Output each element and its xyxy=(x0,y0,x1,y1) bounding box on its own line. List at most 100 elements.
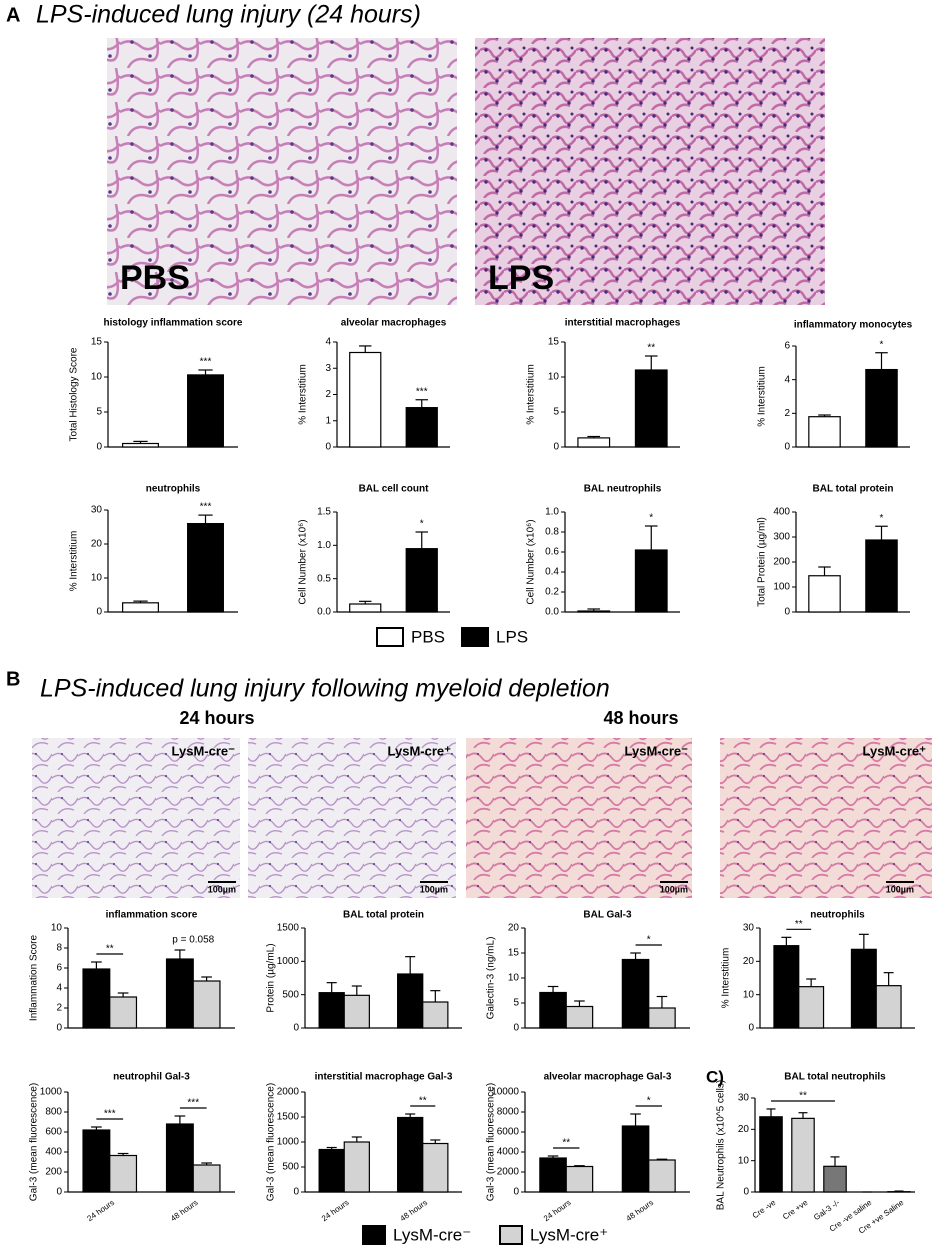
bar xyxy=(192,980,221,1029)
y-tick-label: 600 xyxy=(45,1127,62,1138)
y-tick-label: 500 xyxy=(282,989,299,1000)
y-tick-label: 30 xyxy=(91,505,103,516)
bar xyxy=(122,602,159,613)
legend-label: LPS xyxy=(496,627,528,646)
chart-title: alveolar macrophage Gal-3 xyxy=(544,1072,672,1083)
y-tick-label: 0 xyxy=(96,442,102,453)
significance: *** xyxy=(187,1098,199,1109)
x-tick-label: Cre +ve xyxy=(781,1198,810,1222)
y-tick-label: 4000 xyxy=(497,1147,520,1158)
y-axis-label: % Interstitium xyxy=(757,366,768,427)
x-tick-label: 24 hours xyxy=(85,1198,116,1223)
panel-label: B xyxy=(6,668,20,690)
y-tick-label: 400 xyxy=(773,507,790,518)
significance: * xyxy=(880,513,884,524)
legend-swatch xyxy=(362,1225,386,1245)
y-axis-label: % Interstitium xyxy=(69,531,80,592)
y-tick-label: 20 xyxy=(743,956,755,967)
chart-title: inflammatory monocytes xyxy=(794,320,913,331)
bar xyxy=(808,575,841,613)
y-tick-label: 20 xyxy=(738,1124,750,1135)
y-tick-label: 30 xyxy=(743,923,755,934)
significance: * xyxy=(649,513,653,524)
y-tick-label: 1500 xyxy=(277,923,300,934)
y-axis-label: % Interstitium xyxy=(298,364,309,425)
image-label: LysM-cre⁺ xyxy=(388,743,452,758)
chart-title: inflammation score xyxy=(106,910,198,921)
y-tick-label: 15 xyxy=(508,948,520,959)
y-tick-label: 10 xyxy=(548,372,560,383)
bar xyxy=(773,945,800,1029)
bar xyxy=(565,1165,594,1193)
bar xyxy=(165,958,194,1029)
histology-image xyxy=(475,38,825,305)
legend-label: LysM-cre⁻ xyxy=(393,1225,471,1244)
bar xyxy=(109,1154,138,1193)
bar xyxy=(187,374,224,448)
significance: ** xyxy=(647,343,655,354)
y-tick-label: 0 xyxy=(743,1187,749,1198)
y-tick-label: 5 xyxy=(553,407,559,418)
x-tick-label: 24 hours xyxy=(320,1198,351,1223)
y-tick-label: 0.5 xyxy=(317,573,331,584)
panel-title: LPS-induced lung injury following myeloi… xyxy=(40,675,610,703)
significance: ** xyxy=(799,1091,807,1102)
y-axis-label: Gal-3 (mean fluorescence) xyxy=(29,1083,40,1201)
y-tick-label: 0.0 xyxy=(317,607,331,618)
y-tick-label: 4 xyxy=(325,337,331,348)
y-tick-label: 100 xyxy=(773,582,790,593)
bar xyxy=(621,1125,650,1193)
y-tick-label: 0.4 xyxy=(545,567,559,578)
y-tick-label: 6 xyxy=(56,963,62,974)
y-axis-label: Total Protein (µg/ml) xyxy=(757,517,768,607)
y-tick-label: 0.0 xyxy=(545,607,559,618)
y-tick-label: 15 xyxy=(91,337,103,348)
y-tick-label: 500 xyxy=(282,1162,299,1173)
bar xyxy=(192,1164,221,1193)
y-axis-label: Inflammation Score xyxy=(29,934,40,1021)
y-tick-label: 800 xyxy=(45,1107,62,1118)
chart-title: BAL neutrophils xyxy=(584,484,662,495)
y-tick-label: 2 xyxy=(325,389,331,400)
chart-title: interstitial macrophage Gal-3 xyxy=(315,1072,453,1083)
x-tick-label: 48 hours xyxy=(398,1198,429,1223)
bar xyxy=(865,539,898,613)
chart-title: neutrophil Gal-3 xyxy=(113,1072,190,1083)
y-tick-label: 400 xyxy=(45,1147,62,1158)
chart-title: BAL total protein xyxy=(813,484,894,495)
bar xyxy=(798,986,825,1029)
y-tick-label: 1500 xyxy=(277,1112,300,1123)
y-tick-label: 1.0 xyxy=(317,540,331,551)
y-tick-label: 2000 xyxy=(497,1167,520,1178)
y-tick-label: 0.8 xyxy=(545,527,559,538)
y-axis-label: Cell Number (x10⁶) xyxy=(298,519,309,604)
y-tick-label: 8000 xyxy=(497,1107,520,1118)
significance: *** xyxy=(200,502,212,513)
significance: ** xyxy=(419,1096,427,1107)
y-tick-label: 10 xyxy=(91,573,103,584)
y-axis-label: Protein (µg/mL) xyxy=(266,943,277,1012)
time-point: 24 hours xyxy=(179,708,254,728)
y-tick-label: 20 xyxy=(508,923,520,934)
y-tick-label: 10 xyxy=(508,973,520,984)
bar xyxy=(577,437,611,448)
y-tick-label: 6 xyxy=(784,341,790,352)
image-label: PBS xyxy=(120,259,190,297)
y-tick-label: 4 xyxy=(56,983,62,994)
histology-image xyxy=(248,738,456,898)
chart-title: neutrophils xyxy=(146,484,201,495)
bar xyxy=(850,948,877,1029)
y-tick-label: 2000 xyxy=(277,1087,300,1098)
bar xyxy=(577,610,611,613)
y-tick-label: 8 xyxy=(56,943,62,954)
annotation: p = 0.058 xyxy=(172,935,214,946)
y-tick-label: 4 xyxy=(784,374,790,385)
y-axis-label: Galectin-3 (ng/mL) xyxy=(486,937,497,1020)
histology-image xyxy=(720,738,932,898)
chart-title: BAL Gal-3 xyxy=(583,910,632,921)
bar xyxy=(318,1148,345,1193)
image-label: LysM-cre⁻ xyxy=(625,743,689,758)
y-axis-label: % Interstitium xyxy=(526,364,537,425)
legend-swatch xyxy=(461,627,489,647)
